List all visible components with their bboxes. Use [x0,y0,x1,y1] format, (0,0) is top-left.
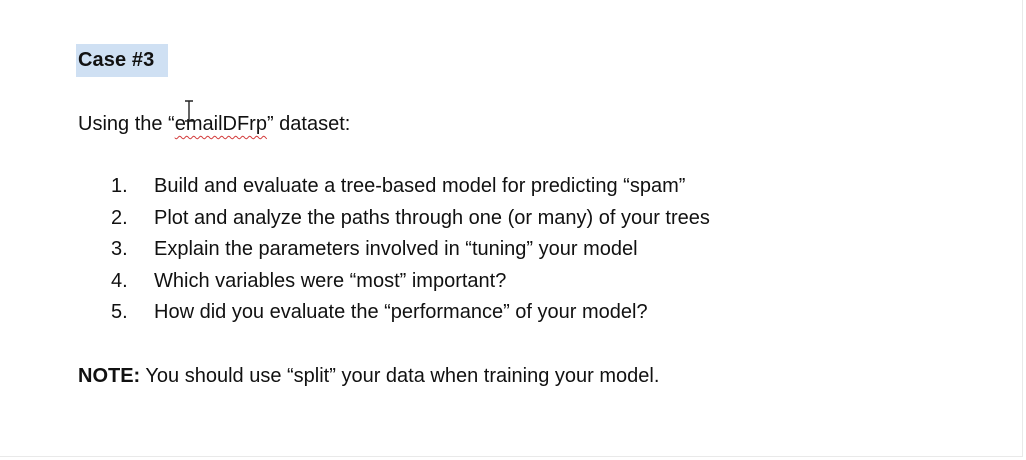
note-label: NOTE: [78,365,141,387]
item-number: 4. [111,269,128,292]
intro-suffix: ” dataset: [266,113,351,135]
list-item[interactable]: 4. Which variables were “most” important? [111,266,710,298]
item-number: 3. [111,238,128,260]
case-heading[interactable]: Case #3 [76,44,169,77]
item-number: 2. [111,206,128,229]
intro-line[interactable]: Using the “emailDFrp” dataset: [78,110,350,138]
item-text: Build and evaluate a tree-based model fo… [154,175,686,197]
i-beam-cursor-icon [185,100,193,122]
intro-prefix: Using the “ [78,113,175,135]
task-list: 1. Build and evaluate a tree-based model … [111,171,710,329]
list-item[interactable]: 1. Build and evaluate a tree-based model … [111,171,710,203]
item-text: Which variables were “most” important? [154,269,507,292]
note-text: You should use “split” your data when tr… [140,365,660,387]
dataset-name[interactable]: emailDFrp [174,113,267,135]
item-text: Plot and analyze the paths through one (… [154,206,710,229]
list-item[interactable]: 2. Plot and analyze the paths through one… [111,203,710,235]
list-item[interactable]: 5. How did you evaluate the “performance”… [111,297,710,329]
item-text: Explain the parameters involved in “tuni… [154,238,638,260]
item-number: 1. [111,175,128,197]
list-item[interactable]: 3. Explain the parameters involved in “tu… [111,234,710,266]
item-text: How did you evaluate the “performance” o… [154,301,648,323]
item-number: 5. [111,301,128,323]
note-paragraph[interactable]: NOTE: You should use “split” your data w… [78,362,659,390]
